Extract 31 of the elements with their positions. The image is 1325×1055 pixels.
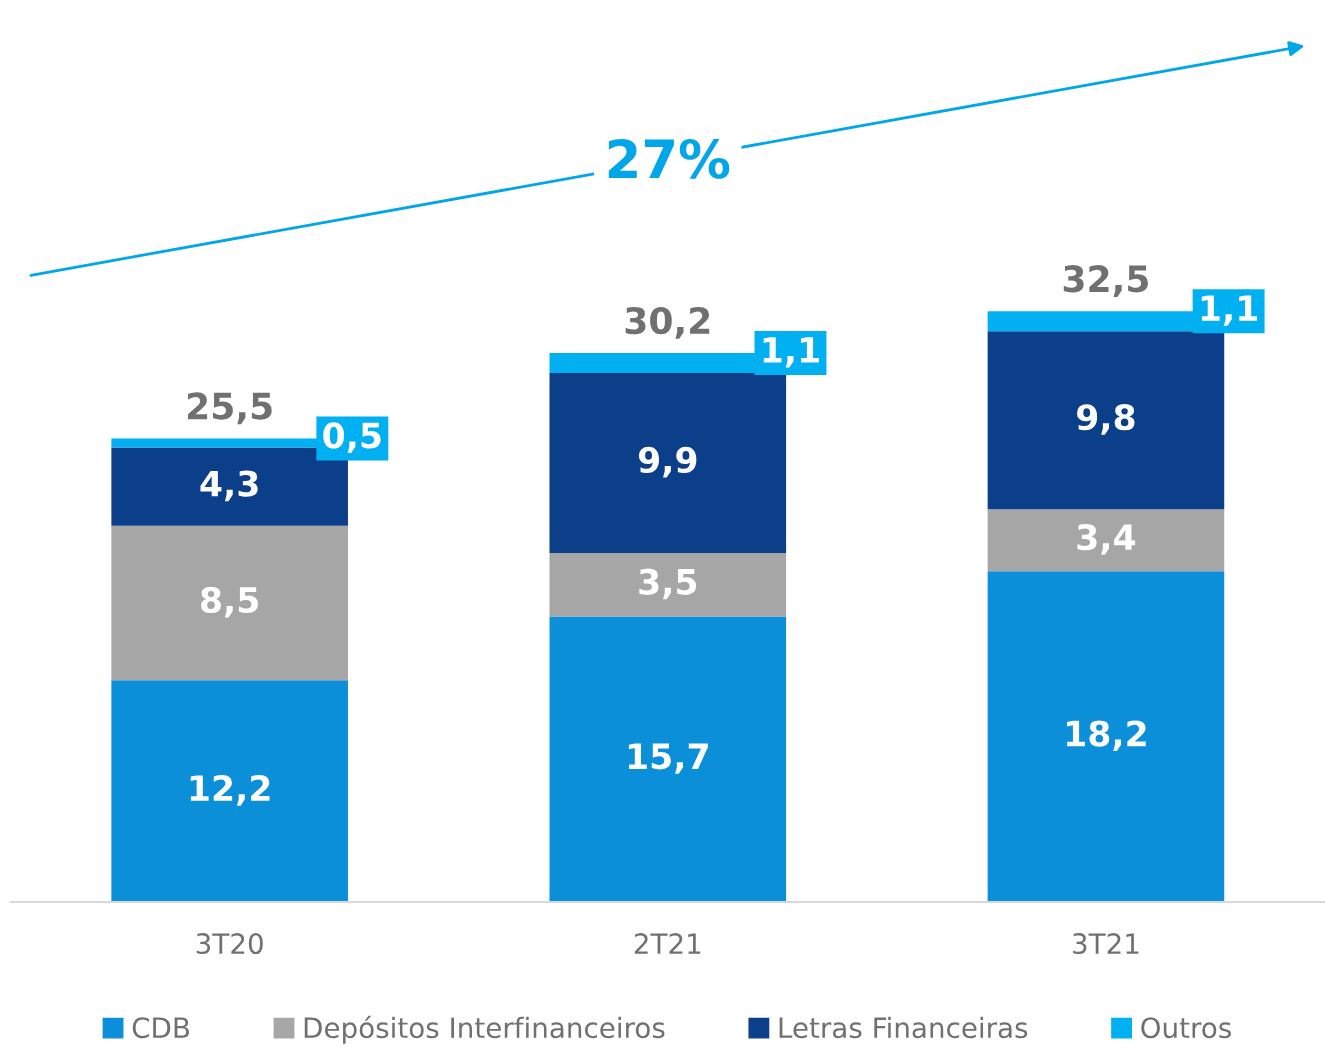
data-label: 3,5 <box>639 568 697 600</box>
bar <box>549 616 787 903</box>
data-label: 3,4 <box>1077 524 1136 555</box>
bar <box>987 509 1225 572</box>
bar <box>549 553 787 617</box>
legend-label: Letras Financeiras <box>779 1016 1028 1039</box>
legend-label: CDB <box>132 1017 189 1039</box>
bar <box>111 680 348 903</box>
x-tick-label: 2T21 <box>634 933 701 954</box>
total-label: 32,5 <box>1063 265 1148 298</box>
data-label: 1,1 <box>1201 295 1257 326</box>
text: 27% <box>608 138 730 179</box>
total-label: 25,5 <box>187 392 272 425</box>
data-label: 0,5 <box>323 422 381 453</box>
data-label: 8,5 <box>201 586 258 618</box>
legend-label: Outros <box>1141 1017 1231 1039</box>
x-tick-label: 3T20 <box>196 933 263 955</box>
legend-label: Depósitos Interfinanceiros <box>304 1015 665 1044</box>
bar <box>987 571 1225 903</box>
bar <box>549 373 787 553</box>
total-label: 30,2 <box>625 306 710 339</box>
bar <box>987 331 1225 510</box>
data-label: 12,2 <box>190 774 270 806</box>
data-label: 9,8 <box>1076 404 1135 435</box>
x-tick-label: 3T21 <box>1073 933 1139 955</box>
data-label: 1,1 <box>763 337 819 368</box>
data-label: 18,2 <box>1067 720 1146 752</box>
bar <box>111 525 348 681</box>
data-label: 15,7 <box>628 743 708 774</box>
data-label: 4,3 <box>200 470 258 502</box>
data-label: 9,9 <box>638 446 697 478</box>
